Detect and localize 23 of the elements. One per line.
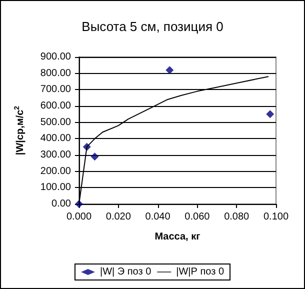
y-tick-label: 200.00 xyxy=(40,166,72,177)
x-tick-label: 0.020 xyxy=(106,212,132,222)
x-tick-label: 0.060 xyxy=(184,212,210,222)
y-tick-label: 700.00 xyxy=(40,84,72,96)
y-tick-label: 300.00 xyxy=(40,150,72,160)
legend-label: |W|Р поз 0 xyxy=(176,266,224,278)
y-tick-label: 800.00 xyxy=(40,68,72,79)
y-tick-label: 600.00 xyxy=(40,100,72,112)
y-tick-label: 0.00 xyxy=(52,198,72,210)
y-tick-label: 500.00 xyxy=(40,116,72,128)
chart-title: Высота 5 см, позиция 0 xyxy=(82,19,224,34)
x-axis-title: Масса, кг xyxy=(154,232,200,242)
point xyxy=(166,66,174,74)
x-tick-label: 0.080 xyxy=(224,212,250,222)
x-tick-label: 0.040 xyxy=(145,212,171,222)
point xyxy=(90,152,99,161)
x-tick-label: 0.100 xyxy=(263,212,289,222)
y-tick-label: 100.00 xyxy=(40,182,72,194)
legend-label: |W| Э поз 0 xyxy=(100,266,152,278)
y-tick-label: 900.00 xyxy=(40,52,72,62)
x-tick-label: 0.000 xyxy=(66,212,92,222)
y-tick-label: 400.00 xyxy=(40,133,72,144)
point xyxy=(266,110,274,118)
